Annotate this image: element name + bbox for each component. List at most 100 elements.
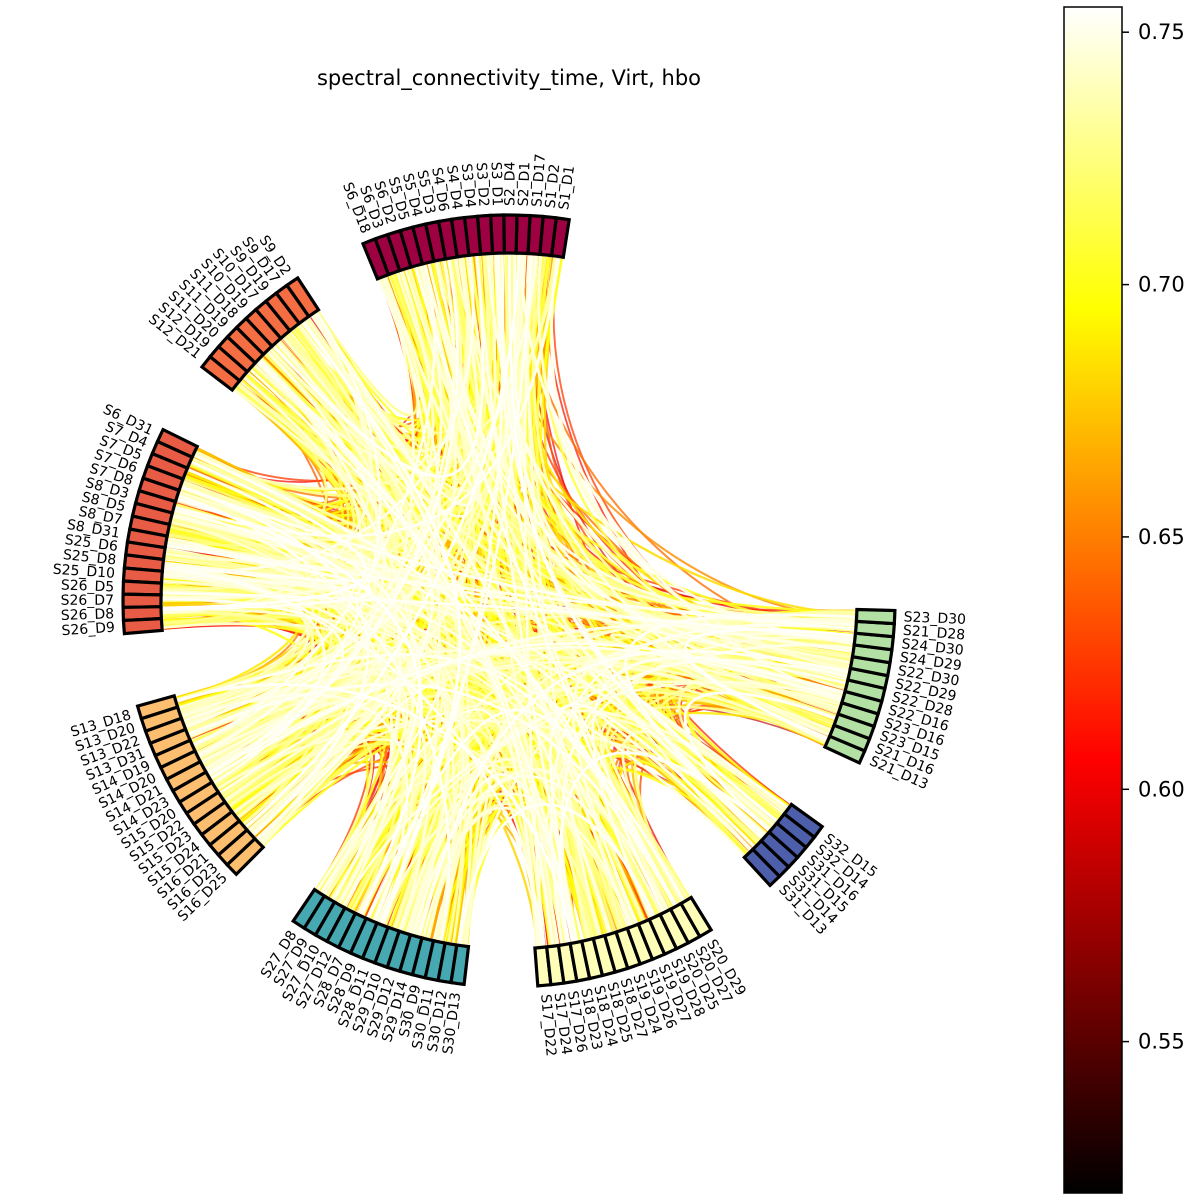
node-segments xyxy=(121,213,897,988)
colorbar-tick-label: 0.75 xyxy=(1138,20,1185,44)
node-label: S26_D9 xyxy=(61,620,115,640)
connection-line xyxy=(210,642,844,779)
connection-line xyxy=(414,267,665,912)
connection-line xyxy=(178,494,451,941)
connection-line xyxy=(591,656,846,918)
connection-line xyxy=(163,460,367,610)
connection-lines xyxy=(162,254,855,947)
node-label: S3_D2 xyxy=(473,162,492,207)
colorbar: 0.55 0.60 0.65 0.70 0.75 xyxy=(1063,6,1185,1194)
node-segment xyxy=(224,836,266,877)
node-label: S21_D28 xyxy=(902,623,965,644)
node-label: S25_D6 xyxy=(64,532,119,555)
colorbar-tick-label: 0.65 xyxy=(1138,525,1185,549)
node-label: S1_D1 xyxy=(556,165,578,211)
connection-line xyxy=(624,613,855,839)
connection-line xyxy=(163,575,310,725)
colorbar-tick-label: 0.70 xyxy=(1138,273,1185,297)
connection-line xyxy=(550,623,855,944)
colorbar-tick-label: 0.55 xyxy=(1138,1030,1185,1054)
node-segment xyxy=(854,607,897,626)
connection-line xyxy=(208,645,842,775)
connection-line xyxy=(193,260,456,746)
node-label: S25_D10 xyxy=(52,562,115,582)
connection-line xyxy=(418,649,848,936)
connection-line xyxy=(163,573,451,935)
connection-line xyxy=(302,321,462,923)
connection-line xyxy=(684,628,854,740)
connection-line xyxy=(475,256,578,941)
node-label: S24_D30 xyxy=(901,636,965,659)
connection-line xyxy=(683,691,836,831)
node-label: S26_D5 xyxy=(61,578,115,596)
connection-line xyxy=(173,513,447,914)
node-segment xyxy=(199,354,242,393)
connection-line xyxy=(193,264,436,746)
connection-line xyxy=(194,258,559,491)
node-label: S3_D1 xyxy=(488,161,505,206)
connection-line xyxy=(211,260,460,780)
connection-line xyxy=(508,254,778,822)
connection-line xyxy=(560,659,847,941)
connection-line xyxy=(367,708,685,918)
node-label: S1_D17 xyxy=(529,153,549,207)
connection-line xyxy=(549,703,755,941)
node-segment xyxy=(782,802,825,840)
connection-line xyxy=(306,255,497,492)
connection-line xyxy=(589,667,788,838)
connection-line xyxy=(273,256,485,479)
node-segment xyxy=(678,895,714,939)
connection-line xyxy=(381,255,505,924)
node-segment xyxy=(360,236,391,281)
connection-line xyxy=(177,497,423,915)
connection-line xyxy=(512,254,848,678)
connection-line xyxy=(243,377,416,906)
connection-line xyxy=(194,453,677,906)
node-label: S2_D4 xyxy=(502,161,518,206)
connection-line xyxy=(163,259,463,612)
connection-line xyxy=(164,509,382,583)
node-label: S17_D24 xyxy=(551,992,575,1056)
node-label: S1_D2 xyxy=(543,163,564,209)
node-label: S4_D6 xyxy=(428,166,451,213)
node-label: S26_D7 xyxy=(61,593,114,609)
node-label: S26_D8 xyxy=(61,606,115,624)
node-label: S3_D4 xyxy=(458,163,478,209)
connection-line xyxy=(207,351,386,774)
connection-line xyxy=(164,567,545,946)
connection-line xyxy=(177,683,574,942)
node-label: S17_D22 xyxy=(537,994,559,1057)
connection-line xyxy=(558,751,770,943)
node-label: S4_D4 xyxy=(443,164,465,210)
connection-line xyxy=(259,359,402,901)
chart-title: spectral_connectivity_time, Virt, hbo xyxy=(317,66,701,91)
connection-line xyxy=(257,277,430,470)
node-labels: S1_D1S1_D2S1_D17S2_D1S2_D4S3_D1S3_D2S3_D… xyxy=(52,153,966,1057)
connection-line xyxy=(252,682,440,891)
connection-line xyxy=(245,255,520,828)
connection-line xyxy=(188,468,751,851)
connection-line xyxy=(256,360,434,840)
node-label: S25_D8 xyxy=(62,547,117,568)
node-segment xyxy=(449,943,471,987)
colorbar-tick-label: 0.60 xyxy=(1138,777,1185,801)
connection-line xyxy=(181,486,855,631)
connection-line xyxy=(167,544,855,627)
connection-line xyxy=(167,540,852,653)
connection-line xyxy=(175,258,561,538)
connection-line xyxy=(193,666,828,745)
node-segment xyxy=(121,616,164,636)
connection-line xyxy=(453,258,845,690)
connection-line xyxy=(256,362,568,943)
connection-line xyxy=(198,255,538,756)
colorbar-ticks: 0.55 0.60 0.65 0.70 0.75 xyxy=(1122,20,1185,1054)
connection-line xyxy=(457,803,656,944)
connection-line xyxy=(181,486,370,836)
node-label: S23_D30 xyxy=(903,609,966,628)
colorbar-gradient xyxy=(1063,6,1123,1194)
connection-line xyxy=(320,708,540,946)
connection-line xyxy=(181,485,422,900)
connection-line xyxy=(248,255,527,832)
node-label: S2_D1 xyxy=(516,162,534,207)
